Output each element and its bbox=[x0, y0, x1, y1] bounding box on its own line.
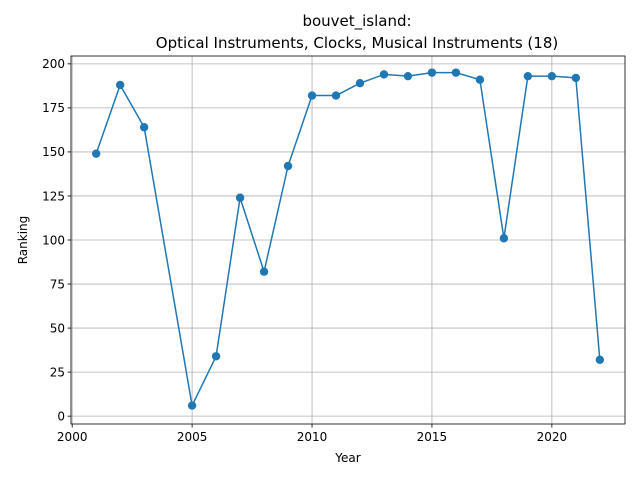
x-axis-label: Year bbox=[334, 451, 360, 465]
x-tick-label: 2000 bbox=[57, 430, 88, 444]
data-point bbox=[235, 193, 245, 202]
x-tick-label: 2010 bbox=[297, 430, 328, 444]
y-axis-label: Ranking bbox=[16, 216, 30, 265]
chart-title-line1: bouvet_island: bbox=[302, 12, 411, 31]
data-point bbox=[139, 123, 149, 132]
data-point bbox=[283, 161, 293, 171]
chart-title-line2: Optical Instruments, Clocks, Musical Ins… bbox=[156, 34, 558, 52]
x-tick-label: 2015 bbox=[417, 430, 448, 444]
data-point bbox=[427, 68, 437, 77]
y-tick-label: 0 bbox=[57, 409, 65, 423]
y-tick-label: 200 bbox=[42, 57, 65, 71]
data-point bbox=[187, 401, 197, 410]
x-tick-label: 2020 bbox=[537, 430, 568, 444]
y-tick-label: 125 bbox=[42, 189, 65, 203]
data-point bbox=[499, 234, 509, 243]
data-point bbox=[355, 79, 365, 88]
data-point bbox=[115, 80, 125, 90]
data-point bbox=[403, 71, 413, 81]
ticks: 2000 2005 2010 2015 2020 0 25 50 75 100 125 150 175 2… bbox=[42, 57, 567, 444]
series bbox=[91, 68, 605, 410]
y-tick-label: 100 bbox=[42, 233, 65, 247]
data-point bbox=[547, 71, 557, 81]
data-point bbox=[331, 91, 341, 100]
data-point bbox=[307, 91, 317, 100]
data-point bbox=[523, 71, 533, 81]
data-point bbox=[571, 73, 581, 83]
data-point bbox=[379, 70, 389, 79]
data-point bbox=[211, 352, 221, 361]
grid bbox=[71, 56, 625, 424]
y-tick-label: 75 bbox=[50, 277, 65, 291]
y-tick-label: 175 bbox=[42, 101, 65, 115]
data-point bbox=[475, 75, 485, 84]
y-tick-label: 25 bbox=[50, 365, 65, 379]
x-tick-label: 2005 bbox=[177, 430, 208, 444]
data-point bbox=[259, 267, 269, 276]
data-point bbox=[451, 68, 461, 77]
y-tick-label: 50 bbox=[50, 321, 65, 335]
y-tick-label: 150 bbox=[42, 145, 65, 159]
data-point bbox=[91, 149, 101, 158]
data-point bbox=[595, 355, 605, 364]
